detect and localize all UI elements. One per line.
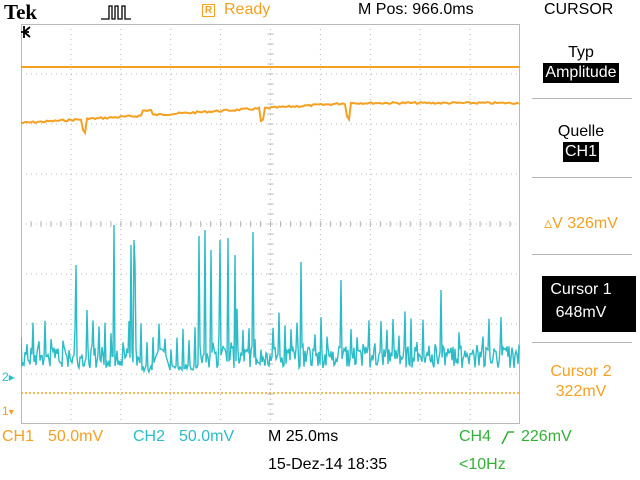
ch1-scale: 50.0mV <box>48 428 104 445</box>
trigger-level: 226mV <box>521 428 572 445</box>
side-divider <box>532 98 632 99</box>
menu-title: CURSOR <box>544 1 614 18</box>
cursor-2-menu-item[interactable]: Cursor 2 322mV <box>522 362 640 402</box>
ch2-ground-marker[interactable]: 2▸ <box>2 370 15 384</box>
typ-label: Typ <box>568 44 594 61</box>
brand-logo: Tek <box>4 0 38 24</box>
ch2-marker-label: 2 <box>2 370 9 384</box>
timebase: M 25.0ms <box>268 428 339 445</box>
cursor-1-label: Cursor 1 <box>550 281 612 298</box>
side-divider <box>532 254 632 255</box>
waveform-display <box>21 24 520 424</box>
arrow-right-icon: ▸ <box>8 370 15 384</box>
side-divider <box>532 177 632 178</box>
side-menu: Typ Amplitude Quelle CH1 ▵V 326mV Cursor… <box>522 24 640 424</box>
typ-menu-item[interactable]: Typ Amplitude <box>522 43 640 83</box>
cursor-2-value: 322mV <box>555 383 607 400</box>
ch2-scale: 50.0mV <box>179 428 235 445</box>
delta-readout: ▵V 326mV <box>544 215 618 232</box>
acquisition-status: Ready <box>224 1 271 18</box>
horizontal-position: M Pos: 966.0ms <box>358 1 474 18</box>
cursor-1-value: 648mV <box>555 304 607 321</box>
trigger-source: CH4 <box>459 428 492 445</box>
ch1-marker-label: 1 <box>2 404 9 418</box>
trigger-frequency: <10Hz <box>459 456 506 473</box>
graticule <box>21 24 520 424</box>
ch2-label: CH2 <box>133 428 166 445</box>
trigger-pulse-icon <box>101 5 131 20</box>
trigger-position-icon <box>21 26 31 38</box>
cursor-2-label: Cursor 2 <box>550 363 612 380</box>
quelle-label: Quelle <box>557 123 605 140</box>
quelle-value: CH1 <box>562 142 599 162</box>
arrow-down-icon: ▾ <box>8 407 14 418</box>
cursor-1-menu-item[interactable]: Cursor 1 648mV <box>542 276 636 332</box>
ch1-waveform <box>21 100 520 136</box>
ch1-ground-marker[interactable]: 1▾ <box>2 404 14 418</box>
rising-edge-icon <box>501 431 514 445</box>
ch1-label: CH1 <box>2 428 35 445</box>
quelle-menu-item[interactable]: Quelle CH1 <box>522 122 640 162</box>
typ-value: Amplitude <box>543 63 619 83</box>
side-divider <box>532 342 632 343</box>
date-time: 15-Dez-14 18:35 <box>268 456 388 473</box>
status-badge: R <box>202 4 215 17</box>
ch2-waveform <box>21 224 520 375</box>
